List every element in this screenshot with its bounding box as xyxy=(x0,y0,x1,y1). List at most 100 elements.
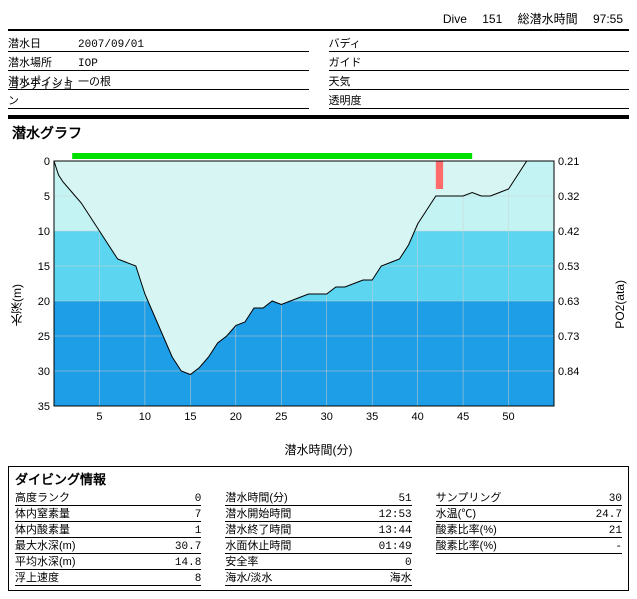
diving-info-row: 最大水深(m)30.7 xyxy=(15,538,201,554)
diving-info-value: 30 xyxy=(572,493,622,505)
diving-info-row: 潜水終了時間13:44 xyxy=(225,522,411,538)
svg-text:50: 50 xyxy=(502,411,514,423)
svg-text:0.63: 0.63 xyxy=(558,296,579,308)
diving-info-label: 浮上速度 xyxy=(15,569,151,585)
svg-text:0.73: 0.73 xyxy=(558,331,579,343)
diving-info-label: 平均水深(m) xyxy=(15,553,151,569)
depth-profile-chart: 0 5 10 15 20 25 30 35 0.21 0.32 0.42 0.53 0.63 0.73 0.… xyxy=(24,151,584,436)
info-row: ガイド xyxy=(329,54,630,71)
info-value: IOP xyxy=(78,58,309,70)
diving-info-value: 13:44 xyxy=(362,525,412,537)
diving-info-row: 海水/淡水海水 xyxy=(225,570,411,586)
diving-info-value: 14.8 xyxy=(151,557,201,569)
diving-info-label: 潜水開始時間 xyxy=(225,505,361,521)
diving-info-row: 体内窒素量7 xyxy=(15,506,201,522)
total-time-label: 総潜水時間 xyxy=(518,12,578,26)
diving-info-label: 水面休止時間 xyxy=(225,537,361,553)
info-row: 潜水場所IOP xyxy=(8,54,309,71)
info-label: ガイド xyxy=(329,54,399,70)
diving-info-row: 安全率0 xyxy=(225,554,411,570)
diving-info-row: 酸素比率(%)- xyxy=(436,538,622,554)
total-time: 97:55 xyxy=(593,12,623,26)
svg-text:0: 0 xyxy=(44,156,50,168)
info-row: 天気 xyxy=(329,73,630,90)
diving-info-row: 水面休止時間01:49 xyxy=(225,538,411,554)
info-value: 2007/09/01 xyxy=(78,39,309,51)
diving-info-label: 体内酸素量 xyxy=(15,521,151,537)
diving-info-label: 酸素比率(%) xyxy=(436,537,572,553)
svg-text:45: 45 xyxy=(457,411,469,423)
diving-info-label: 高度ランク xyxy=(15,489,151,505)
info-label: バディ xyxy=(329,35,399,51)
diving-info-label: 水温(℃) xyxy=(436,505,572,521)
diving-info-value: - xyxy=(572,541,622,553)
divider xyxy=(8,115,629,119)
svg-text:10: 10 xyxy=(139,411,151,423)
info-label: 天気 xyxy=(329,73,399,89)
diving-info-label: サンプリング xyxy=(436,489,572,505)
svg-text:0.21: 0.21 xyxy=(558,156,579,168)
diving-info-row: 平均水深(m)14.8 xyxy=(15,554,201,570)
page-header: Dive 151 総潜水時間 97:55 xyxy=(8,8,629,31)
info-label: 透明度 xyxy=(329,92,399,108)
info-row: 潜水日2007/09/01 xyxy=(8,35,309,52)
svg-text:35: 35 xyxy=(38,401,50,413)
diving-info-value: 0 xyxy=(362,557,412,569)
diving-info-box: ダイビング情報 高度ランク0体内窒素量7体内酸素量1最大水深(m)30.7平均水… xyxy=(8,466,629,591)
x-axis-label: 潜水時間(分) xyxy=(24,441,613,458)
svg-text:20: 20 xyxy=(38,296,50,308)
svg-text:5: 5 xyxy=(96,411,102,423)
svg-text:10: 10 xyxy=(38,226,50,238)
diving-info-value: 21 xyxy=(572,525,622,537)
svg-text:15: 15 xyxy=(38,261,50,273)
diving-info-label: 酸素比率(%) xyxy=(436,521,572,537)
diving-info-value: 30.7 xyxy=(151,541,201,553)
svg-text:5: 5 xyxy=(44,191,50,203)
svg-text:0.32: 0.32 xyxy=(558,191,579,203)
svg-text:40: 40 xyxy=(412,411,424,423)
diving-info-value: 51 xyxy=(362,493,412,505)
diving-info-title: ダイビング情報 xyxy=(15,469,622,488)
diving-info-row: 浮上速度8 xyxy=(15,570,201,586)
svg-text:0.42: 0.42 xyxy=(558,226,579,238)
diving-info-value: 1 xyxy=(151,525,201,537)
info-label: コンディション xyxy=(8,76,78,108)
diving-info-value: 01:49 xyxy=(362,541,412,553)
svg-text:0.84: 0.84 xyxy=(558,366,579,378)
dive-no-label: Dive xyxy=(443,12,467,26)
diving-info-value: 海水 xyxy=(362,569,412,585)
diving-info-row: 潜水時間(分)51 xyxy=(225,490,411,506)
info-value: 一の根 xyxy=(78,73,309,89)
diving-info-label: 最大水深(m) xyxy=(15,537,151,553)
svg-text:25: 25 xyxy=(275,411,287,423)
svg-text:0.53: 0.53 xyxy=(558,261,579,273)
chart-title: 潜水グラフ xyxy=(12,123,629,143)
svg-text:15: 15 xyxy=(184,411,196,423)
diving-info-value: 7 xyxy=(151,509,201,521)
diving-info-label: 海水/淡水 xyxy=(225,569,361,585)
diving-info-row: 潜水開始時間12:53 xyxy=(225,506,411,522)
info-row: 透明度 xyxy=(329,92,630,109)
diving-info-value: 0 xyxy=(151,493,201,505)
diving-info-row: 体内酸素量1 xyxy=(15,522,201,538)
info-row: コンディション xyxy=(8,92,309,109)
diving-info-row: 酸素比率(%)21 xyxy=(436,522,622,538)
info-label: 潜水場所 xyxy=(8,54,78,70)
dive-info-fields: 潜水日2007/09/01潜水場所IOP潜水ポイント一の根コンディション バディ… xyxy=(8,35,629,111)
diving-info-label: 潜水終了時間 xyxy=(225,521,361,537)
y-axis-left-label: 水深(m) xyxy=(8,284,24,326)
diving-info-label: 体内窒素量 xyxy=(15,505,151,521)
diving-info-label: 安全率 xyxy=(225,553,361,569)
diving-info-row: 高度ランク0 xyxy=(15,490,201,506)
diving-info-row: 水温(℃)24.7 xyxy=(436,506,622,522)
diving-info-value: 24.7 xyxy=(572,509,622,521)
dive-no: 151 xyxy=(482,12,502,26)
svg-text:30: 30 xyxy=(321,411,333,423)
info-row: バディ xyxy=(329,35,630,52)
svg-text:30: 30 xyxy=(38,366,50,378)
svg-text:25: 25 xyxy=(38,331,50,343)
svg-text:20: 20 xyxy=(230,411,242,423)
diving-info-label: 潜水時間(分) xyxy=(225,489,361,505)
svg-text:35: 35 xyxy=(366,411,378,423)
diving-info-value: 8 xyxy=(151,573,201,585)
